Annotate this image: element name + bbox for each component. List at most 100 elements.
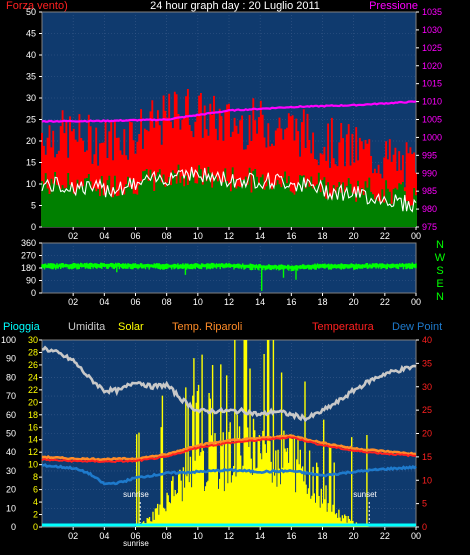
mid-x-tick-label: 18 <box>317 297 327 307</box>
legend-umidita: Umidita <box>68 321 106 333</box>
humidity-tick-label: 20 <box>6 485 16 495</box>
top-x-tick-label: 18 <box>317 231 327 241</box>
top-x-tick-label: 16 <box>286 231 296 241</box>
legend: Pioggia Umidita Solar Temp. Riparoli Tem… <box>3 321 442 333</box>
humidity-tick-label: 100 <box>1 335 16 345</box>
direction-tick-label: 360 <box>21 238 36 248</box>
pressure-tick-label: 1035 <box>422 7 442 17</box>
pressure-tick-label: 1015 <box>422 79 442 89</box>
solar-tick-label: 14 <box>28 435 38 445</box>
solar-tick-label: 30 <box>28 335 38 345</box>
bot-x-tick-label: 04 <box>99 531 109 541</box>
top-x-tick-label: 00 <box>411 231 421 241</box>
sunrise-label: sunrise <box>123 490 149 499</box>
humidity-tick-label: 70 <box>6 391 16 401</box>
compass-letter: S <box>436 265 443 277</box>
solar-tick-label: 12 <box>28 447 38 457</box>
legend-pioggia: Pioggia <box>3 321 41 333</box>
sunrise-axis-label: sunrise <box>123 539 149 548</box>
bottom-series <box>41 340 417 527</box>
temperature-tick-label: 40 <box>422 335 432 345</box>
temperature-tick-label: 5 <box>422 499 427 509</box>
temperatura-line <box>41 436 417 464</box>
temperature-tick-label: 0 <box>422 522 427 532</box>
mid-x-tick-label: 08 <box>162 297 172 307</box>
humidity-tick-label: 0 <box>11 522 16 532</box>
bot-x-tick-label: 06 <box>130 531 140 541</box>
solar-tick-label: 20 <box>28 397 38 407</box>
bot-x-tick-label: 20 <box>349 531 359 541</box>
chart-title: 24 hour graph day : 20 Luglio 2011 <box>150 0 320 12</box>
wind-tick-label: 5 <box>31 201 36 211</box>
solar-tick-label: 28 <box>28 347 38 357</box>
solar-tick-label: 0 <box>33 522 38 532</box>
bot-x-tick-label: 10 <box>193 531 203 541</box>
mid-x-tick-label: 16 <box>286 297 296 307</box>
solar-series <box>136 340 369 527</box>
top-x-tick-label: 06 <box>130 231 140 241</box>
direction-axis: 0 90 180 270 360 <box>21 238 42 298</box>
humidity-tick-label: 10 <box>6 503 16 513</box>
bot-x-tick-label: 08 <box>162 531 172 541</box>
top-x-tick-label: 10 <box>193 231 203 241</box>
top-right-axis: 975 980 985 990 995 1000 1005 1010 1015 1020 1025 1… <box>416 7 442 232</box>
wind-axis-label: Forza vento) <box>6 0 68 12</box>
mid-x-tick-label: 02 <box>68 297 78 307</box>
solar-tick-label: 2 <box>33 510 38 520</box>
solar-tick-label: 22 <box>28 385 38 395</box>
solar-tick-label: 18 <box>28 410 38 420</box>
pressure-axis-label: Pressione <box>369 0 418 12</box>
top-x-tick-label: 02 <box>68 231 78 241</box>
pressure-tick-label: 1030 <box>422 25 442 35</box>
bot-x-tick-label: 18 <box>317 531 327 541</box>
direction-tick-label: 270 <box>21 251 36 261</box>
mid-x-tick-label: 14 <box>255 297 265 307</box>
wind-tick-label: 35 <box>26 72 36 82</box>
solar-tick-label: 26 <box>28 360 38 370</box>
top-x-tick-label: 20 <box>349 231 359 241</box>
temperature-tick-label: 35 <box>422 358 432 368</box>
pressure-tick-label: 985 <box>422 186 437 196</box>
temperature-tick-label: 10 <box>422 475 432 485</box>
bot-x-tick-label: 00 <box>411 531 421 541</box>
bot-x-tick-label: 12 <box>224 531 234 541</box>
pressure-line <box>41 100 417 123</box>
pressure-tick-label: 1020 <box>422 61 442 71</box>
top-x-tick-label: 12 <box>224 231 234 241</box>
compass-letter: N <box>436 291 444 303</box>
bot-x-tick-label: 22 <box>380 531 390 541</box>
wind-tick-label: 45 <box>26 29 36 39</box>
pressure-tick-label: 1025 <box>422 43 442 53</box>
temp-riparoli-line <box>42 434 417 462</box>
compass-letter: N <box>436 239 444 251</box>
solar-tick-label: 10 <box>28 460 38 470</box>
wind-tick-label: 15 <box>26 158 36 168</box>
top-x-tick-label: 14 <box>255 231 265 241</box>
compass-letter: W <box>435 252 446 264</box>
pressure-tick-label: 990 <box>422 168 437 178</box>
direction-series <box>41 262 417 291</box>
solar-tick-label: 8 <box>33 472 38 482</box>
legend-dew-point: Dew Point <box>392 321 442 333</box>
top-x-tick-label: 22 <box>380 231 390 241</box>
humidity-axis: 0 10 20 30 40 50 60 70 80 90 100 <box>1 335 16 532</box>
legend-temperatura: Temperatura <box>312 321 375 333</box>
humidity-line <box>41 345 417 423</box>
top-left-axis: 0 5 10 15 20 25 30 35 40 45 50 <box>26 7 42 232</box>
pressure-tick-label: 1000 <box>422 132 442 142</box>
pressure-tick-label: 1010 <box>422 97 442 107</box>
solar-base <box>140 485 370 527</box>
temperature-axis: 0 5 10 15 20 25 30 35 40 <box>416 335 432 532</box>
wind-mean-line <box>41 166 417 213</box>
mid-x-tick-label: 06 <box>130 297 140 307</box>
wind-tick-label: 25 <box>26 115 36 125</box>
mid-x-tick-label: 12 <box>224 297 234 307</box>
pressure-tick-label: 980 <box>422 204 437 214</box>
mid-x-tick-label: 00 <box>411 297 421 307</box>
wind-tick-label: 50 <box>26 7 36 17</box>
wind-tick-label: 0 <box>31 222 36 232</box>
bot-x-tick-label: 02 <box>68 531 78 541</box>
pressure-tick-label: 995 <box>422 150 437 160</box>
direction-series <box>41 262 417 291</box>
